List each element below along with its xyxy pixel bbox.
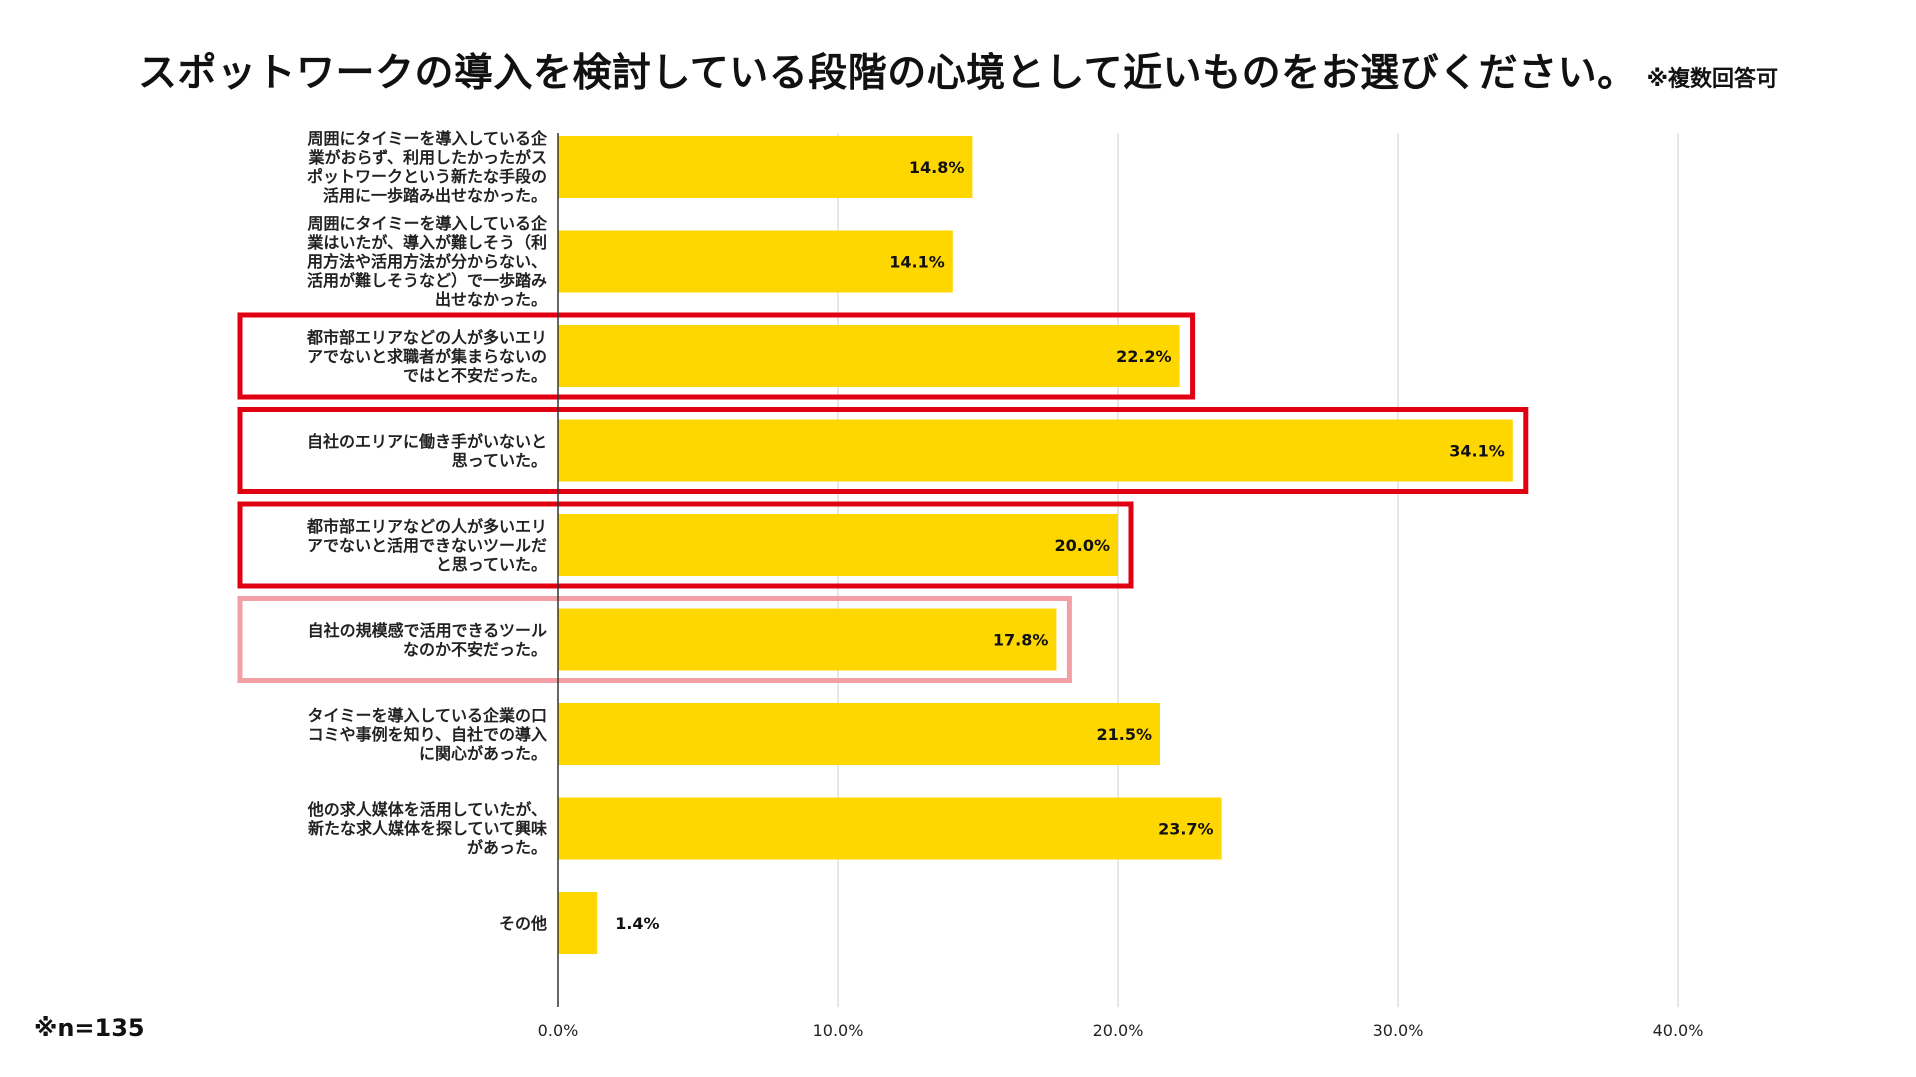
- bar: [558, 419, 1513, 482]
- category-label: 都市部エリアなどの人が多いエリ アでないと求職者が集まらないの ではと不安だった…: [306, 327, 547, 385]
- bar-value-label: 17.8%: [993, 631, 1049, 650]
- category-label: その他: [498, 913, 547, 933]
- highlight-box: [237, 312, 1196, 400]
- bar: [558, 797, 1222, 860]
- x-tick-label: 20.0%: [1093, 1021, 1144, 1040]
- category-label: 周囲にタイミーを導入している企 業はいたが、導入が難しそう（利 用方法や活用方法…: [306, 214, 547, 309]
- x-tick-label: 40.0%: [1653, 1021, 1704, 1040]
- chart-title-note: ※複数回答可: [1646, 67, 1779, 92]
- bar-value-label: 20.0%: [1054, 536, 1110, 555]
- bars: [558, 136, 1513, 954]
- highlight-boxes: [237, 312, 1529, 683]
- x-tick-label: 10.0%: [813, 1021, 864, 1040]
- bar-value-label: 14.1%: [889, 253, 945, 272]
- highlight-box: [237, 407, 1529, 494]
- category-label: 自社の規模感で活用できるツール なのか不安だった。: [307, 620, 547, 659]
- bar-value-label: 23.7%: [1158, 820, 1214, 839]
- bar: [558, 892, 598, 954]
- highlight-box: [237, 501, 1134, 589]
- x-tick-label: 30.0%: [1373, 1021, 1424, 1040]
- bar: [558, 608, 1057, 671]
- bar-value-label: 21.5%: [1096, 725, 1152, 744]
- bar: [558, 514, 1118, 576]
- highlight-box: [237, 596, 1072, 683]
- category-label: 他の求人媒体を活用していたが、 新たな求人媒体を探していて興味 があった。: [307, 800, 547, 857]
- category-label: 都市部エリアなどの人が多いエリ アでないと活用できないツールだ と思っていた。: [306, 516, 547, 574]
- bar: [558, 230, 953, 293]
- bar-value-label: 22.2%: [1116, 347, 1172, 366]
- chart-title: スポットワークの導入を検討している段階の心境として近いものをお選びください。 ※複…: [0, 42, 1916, 98]
- bar: [558, 325, 1180, 387]
- bar: [558, 703, 1160, 765]
- category-label: 周囲にタイミーを導入している企 業がおらず、利用したかったがス ポットワークとい…: [306, 129, 547, 205]
- bar-value-label: 34.1%: [1449, 442, 1505, 461]
- value-labels: 14.8% 14.1% 22.2% 34.1% 20.0% 17.8% 21.5% 23.7%…: [615, 158, 1505, 933]
- sample-size-note: ※n=135: [34, 1014, 145, 1042]
- chart-title-main: スポットワークの導入を検討している段階の心境として近いものをお選びください。: [137, 51, 1637, 96]
- bar: [558, 136, 973, 198]
- category-label: タイミーを導入している企業の口 コミや事例を知り、自社での導入 に関心があった。: [307, 705, 547, 763]
- bar-value-label: 14.8%: [909, 158, 965, 177]
- x-axis-ticks: 0.0% 10.0% 20.0% 30.0% 40.0%: [538, 1021, 1704, 1040]
- bar-value-label: 1.4%: [615, 914, 659, 933]
- x-tick-label: 0.0%: [538, 1021, 579, 1040]
- category-label: 自社のエリアに働き手がいないと 思っていた。: [306, 431, 547, 470]
